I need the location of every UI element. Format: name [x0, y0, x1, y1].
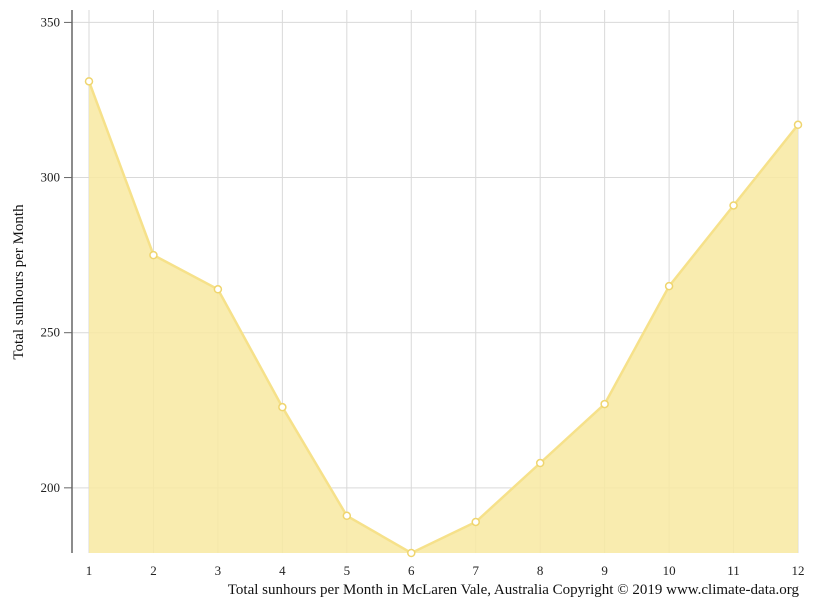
y-tick-label-250: 250 [41, 325, 61, 340]
y-tick-label-300: 300 [41, 170, 61, 185]
data-point-8 [535, 458, 545, 468]
x-ticks: 1 2 3 4 5 6 7 8 9 10 11 12 [86, 563, 805, 578]
x-tick-label-3: 3 [215, 563, 222, 578]
data-point-4 [278, 402, 287, 412]
x-tick-label-1: 1 [86, 563, 93, 578]
x-tick-label-11: 11 [727, 563, 740, 578]
x-tick-label-6: 6 [408, 563, 415, 578]
data-point-1 [84, 77, 94, 86]
y-tick-label-350: 350 [41, 14, 61, 29]
data-point-2 [149, 250, 158, 260]
x-tick-label-2: 2 [150, 563, 157, 578]
data-point-11 [729, 201, 738, 210]
y-tick-label-200: 200 [41, 480, 61, 495]
series-line [87, 80, 799, 555]
data-point-6 [407, 548, 416, 558]
data-point-7 [471, 517, 480, 527]
y-axis-title: Total sunhours per Month [11, 204, 27, 360]
x-tick-label-10: 10 [663, 563, 676, 578]
x-tick-label-4: 4 [279, 563, 286, 578]
data-point-9 [600, 399, 609, 409]
data-point-3 [213, 285, 223, 294]
chart-caption: Total sunhours per Month in McLaren Vale… [227, 582, 799, 598]
x-tick-label-5: 5 [344, 563, 351, 578]
data-points [84, 77, 803, 558]
x-tick-label-8: 8 [537, 563, 544, 578]
x-tick-label-7: 7 [472, 563, 479, 578]
area-fill [89, 81, 798, 554]
y-ticks: 200 250 300 350 [41, 14, 72, 495]
data-point-5 [342, 511, 352, 521]
data-point-10 [664, 281, 674, 291]
data-point-12 [793, 120, 803, 130]
x-tick-label-12: 12 [792, 563, 805, 578]
x-tick-label-9: 9 [601, 563, 608, 578]
